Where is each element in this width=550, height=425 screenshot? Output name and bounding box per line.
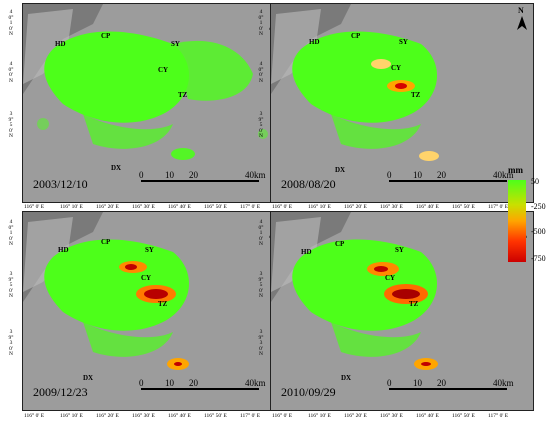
city-label-cp: CP [351, 32, 361, 40]
scale-bar: 0 10 20 40km [387, 170, 514, 182]
legend-label: -250 [531, 202, 546, 211]
city-label-dx: DX [335, 166, 346, 174]
map-panel-2008: HD CP SY CY TZ DX 2008/08/20 N 0 10 20 4… [270, 3, 534, 203]
city-label-hd: HD [55, 40, 66, 48]
legend-label: 50 [531, 177, 539, 186]
north-arrow-icon: N [515, 6, 529, 32]
city-label-sy: SY [399, 38, 408, 46]
color-legend: mm 50 -250 -500 -750 [508, 165, 546, 265]
map-panel-2010: HD CP SY CY TZ DX 2010/09/29 N 0 10 20 4… [270, 211, 534, 411]
scale-bar: 0 10 20 40km [387, 378, 514, 390]
city-label-dx: DX [83, 374, 94, 382]
legend-unit: mm [508, 165, 523, 175]
city-label-tz: TZ [409, 300, 419, 308]
city-label-hd: HD [301, 248, 312, 256]
scale-bar: 0 10 20 40km [139, 170, 266, 182]
city-label-cp: CP [335, 240, 345, 248]
map-raster [23, 212, 285, 410]
city-label-sy: SY [171, 40, 180, 48]
legend-label: -750 [531, 254, 546, 263]
city-label-dx: DX [341, 374, 352, 382]
map-panel-2003: HD CP SY CY TZ DX 2003/12/10 N 0 10 20 4… [22, 3, 286, 203]
city-label-cy: CY [385, 274, 396, 282]
city-label-sy: SY [395, 246, 404, 254]
city-label-cy: CY [391, 64, 402, 72]
map-raster [23, 4, 285, 202]
city-label-hd: HD [58, 246, 69, 254]
acquisition-date: 2009/12/23 [33, 385, 88, 399]
acquisition-date: 2010/09/29 [281, 385, 336, 399]
city-label-sy: SY [145, 246, 154, 254]
map-panel-2009: HD CP SY CY TZ DX 2009/12/23 N 0 10 20 4… [22, 211, 286, 411]
city-label-cy: CY [158, 66, 169, 74]
map-raster [271, 212, 533, 410]
scale-bar: 0 10 20 40km [139, 378, 266, 390]
acquisition-date: 2008/08/20 [281, 177, 336, 191]
legend-label: -500 [531, 227, 546, 236]
city-label-dx: DX [111, 164, 122, 172]
city-label-cp: CP [101, 32, 111, 40]
city-label-tz: TZ [411, 91, 421, 99]
city-label-cp: CP [101, 238, 111, 246]
legend-color-ramp [508, 180, 526, 262]
city-label-cy: CY [141, 274, 152, 282]
map-raster [271, 4, 533, 202]
acquisition-date: 2003/12/10 [33, 177, 88, 191]
city-label-hd: HD [309, 38, 320, 46]
city-label-tz: TZ [178, 91, 188, 99]
city-label-tz: TZ [158, 300, 168, 308]
